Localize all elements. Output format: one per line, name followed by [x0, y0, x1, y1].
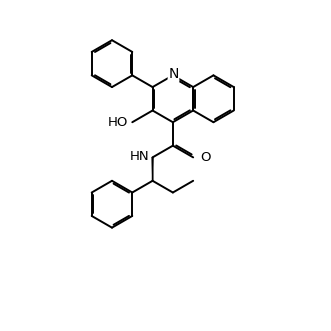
Text: N: N: [168, 68, 179, 81]
Polygon shape: [152, 157, 153, 181]
Text: HN: HN: [130, 150, 149, 163]
Text: HO: HO: [108, 116, 128, 129]
Text: O: O: [200, 151, 211, 164]
